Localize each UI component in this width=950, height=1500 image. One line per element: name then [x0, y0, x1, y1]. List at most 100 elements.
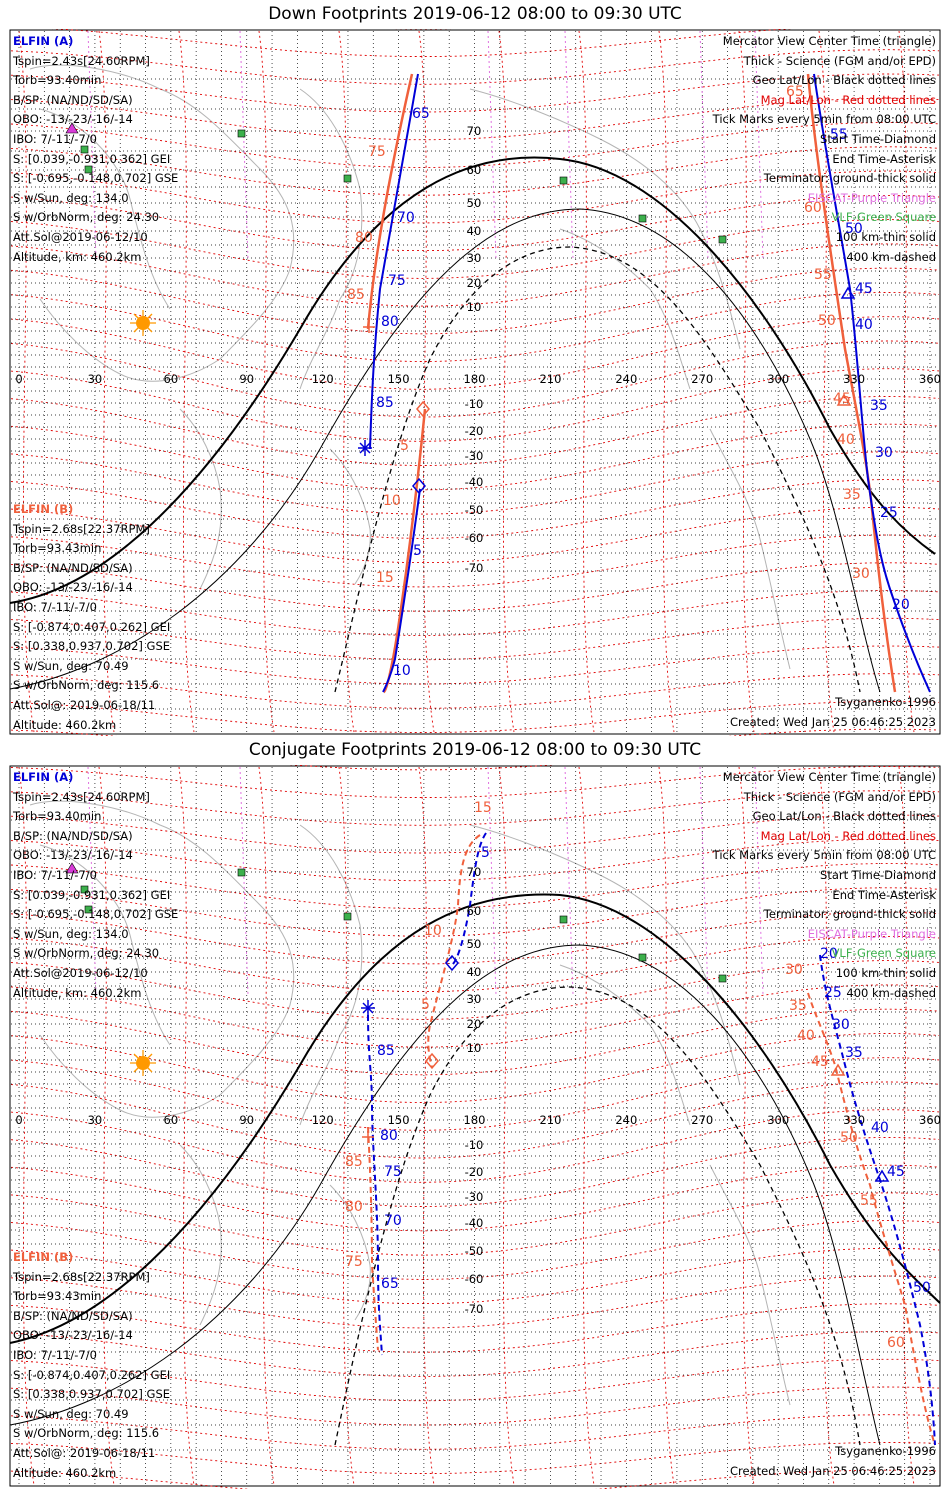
- info-line: S w/OrbNorm, deg: 115.6: [13, 1426, 160, 1441]
- info-line: IBO: 7/-11/-7/0: [13, 1347, 97, 1362]
- elfin-b-info: ELFIN (B) Tspin=2.68s[22.37RPM] Torb=93.…: [13, 1248, 170, 1483]
- coastlines: [29, 64, 791, 670]
- legend-item: End Time-Asterisk: [832, 151, 936, 166]
- elfin-b-name: ELFIN (B): [13, 502, 74, 516]
- end-asterisk: [361, 1000, 375, 1016]
- mag-lat-line: [10, 423, 940, 491]
- track-a-label: 20: [892, 597, 910, 613]
- mag-lat-line: [10, 73, 940, 113]
- lat-tick-label: 30: [467, 992, 482, 1006]
- terminator-ground: [9, 893, 941, 1344]
- vlf-square: [237, 129, 246, 138]
- coastline: [709, 428, 791, 670]
- mag-lat-line: [10, 49, 940, 85]
- mag-lat-line: [10, 1220, 940, 1280]
- coastline: [559, 228, 691, 390]
- lat-tick-label: -30: [465, 449, 484, 463]
- mag-lat-line: [10, 1358, 940, 1402]
- legend-item: Geo Lat/Lon - Black dotted lines: [752, 73, 936, 88]
- lat-tick-label: 10: [467, 300, 482, 314]
- mag-lat-line: [10, 790, 940, 826]
- track-b-label: 75: [368, 144, 386, 160]
- lat-tick-label: -70: [465, 561, 484, 575]
- vlf-square: [559, 176, 568, 185]
- geo-grid: [11, 31, 939, 732]
- lon-tick-label: 90: [239, 372, 254, 386]
- lat-tick-label: 20: [467, 1017, 482, 1031]
- elfin-b-info: ELFIN (B) Tspin=2.68s[22.37RPM] Torb=93.…: [13, 500, 170, 735]
- info-line: Att.Sol@2019-06-12/10: [13, 229, 148, 244]
- mag-lat-line: [10, 887, 940, 937]
- track-a-label: 85: [377, 1043, 395, 1059]
- elfin-b-track: [807, 992, 936, 1446]
- mag-lat-line: [10, 1033, 940, 1103]
- info-line: S w/Sun, deg: 134.0: [13, 926, 129, 941]
- eiscat-line: [239, 30, 249, 260]
- legend-item: Mag Lat/Lon - Red dotted lines: [760, 828, 936, 843]
- center-triangle: [836, 393, 852, 406]
- mag-lat-line: [10, 863, 940, 909]
- info-line: B/SP: (NA/ND/SD/SA): [13, 560, 133, 575]
- lat-tick-label: -60: [465, 531, 484, 545]
- legend-item: Terminator: ground-thick solid: [763, 171, 936, 186]
- start-diamond: [445, 954, 459, 972]
- mag-lat-line: [10, 396, 940, 466]
- lat-tick-label: -60: [465, 1272, 484, 1286]
- info-line: OBO: -13/-23/-16/-14: [13, 848, 133, 863]
- track-b-label: 55: [860, 1193, 878, 1209]
- terminator-ground: [9, 156, 936, 604]
- info-line: S: [0.338,0.937,0.702] GSE: [13, 1387, 171, 1402]
- mag-lat-line: [10, 935, 940, 993]
- mag-lat-line: [10, 673, 940, 709]
- info-line: S w/Sun, deg: 70.49: [13, 1406, 129, 1421]
- mag-lat-line: [10, 1057, 940, 1131]
- lat-tick-label: 60: [467, 904, 482, 918]
- track-a-label: 25: [880, 505, 898, 521]
- info-line: Altitude: 460.2km: [13, 717, 117, 732]
- info-line: S w/OrbNorm, deg: 24.30: [13, 946, 160, 961]
- lat-tick-label: 20: [467, 276, 482, 290]
- elfin-a-track: [813, 73, 931, 693]
- vlf-square: [237, 868, 246, 877]
- info-line: S: [-0.695,-0.148,0.702] GSE: [13, 907, 179, 922]
- mag-lat-line: [10, 1303, 940, 1353]
- mag-lat-line: [10, 1386, 940, 1426]
- panel-title-down: Down Footprints 2019-06-12 08:00 to 09:3…: [268, 4, 682, 24]
- track-a-label: 80: [381, 314, 399, 330]
- mag-lat-line: [10, 292, 940, 362]
- coastline: [29, 800, 295, 1118]
- mag-grid: [10, 29, 940, 736]
- eiscat-line: [487, 30, 497, 260]
- lon-tick-label: 360: [919, 1113, 941, 1127]
- track-a-label: 35: [845, 1045, 863, 1061]
- eiscat-lines: [87, 766, 764, 996]
- eiscat-line: [754, 766, 764, 996]
- lat-tick-label: 40: [467, 965, 482, 979]
- mag-lat-line: [10, 97, 940, 141]
- mag-lat-line: [10, 479, 940, 539]
- elfin-b-track: [806, 73, 897, 693]
- lat-tick-label: -40: [465, 1216, 484, 1230]
- info-line: S: [-0.874,0.407,0.262] GEI: [13, 619, 171, 634]
- track-b-label: 5: [400, 438, 409, 454]
- track-a-label: 5: [481, 845, 490, 861]
- lon-tick-label: 30: [88, 1113, 103, 1127]
- legend-item: Tick Marks every 5min from 08:00 UTC: [712, 112, 936, 127]
- elfin-a-name: ELFIN (A): [13, 770, 74, 784]
- track-b-label: 10: [424, 923, 442, 939]
- track-b-label: 15: [474, 800, 492, 816]
- lon-tick-label: 60: [164, 1113, 179, 1127]
- terminator-100km: [9, 944, 881, 1446]
- track-b-label: 85: [345, 1154, 363, 1170]
- legend: Mercator View Center Time (triangle) Thi…: [713, 768, 936, 1003]
- track-b-label: 60: [804, 200, 822, 216]
- lon-tick-label: 150: [388, 1113, 410, 1127]
- mag-lat-line: [10, 562, 940, 612]
- info-line: Att.Sol@2019-06-12/10: [13, 965, 148, 980]
- info-line: Altitude, km: 460.2km: [13, 249, 142, 264]
- track-a-label: 5: [413, 543, 422, 559]
- track-a-label: 45: [887, 1164, 905, 1180]
- mag-lat-line: [10, 766, 940, 798]
- track-a-label: 80: [380, 1128, 398, 1144]
- mag-lat-line: [288, 765, 556, 771]
